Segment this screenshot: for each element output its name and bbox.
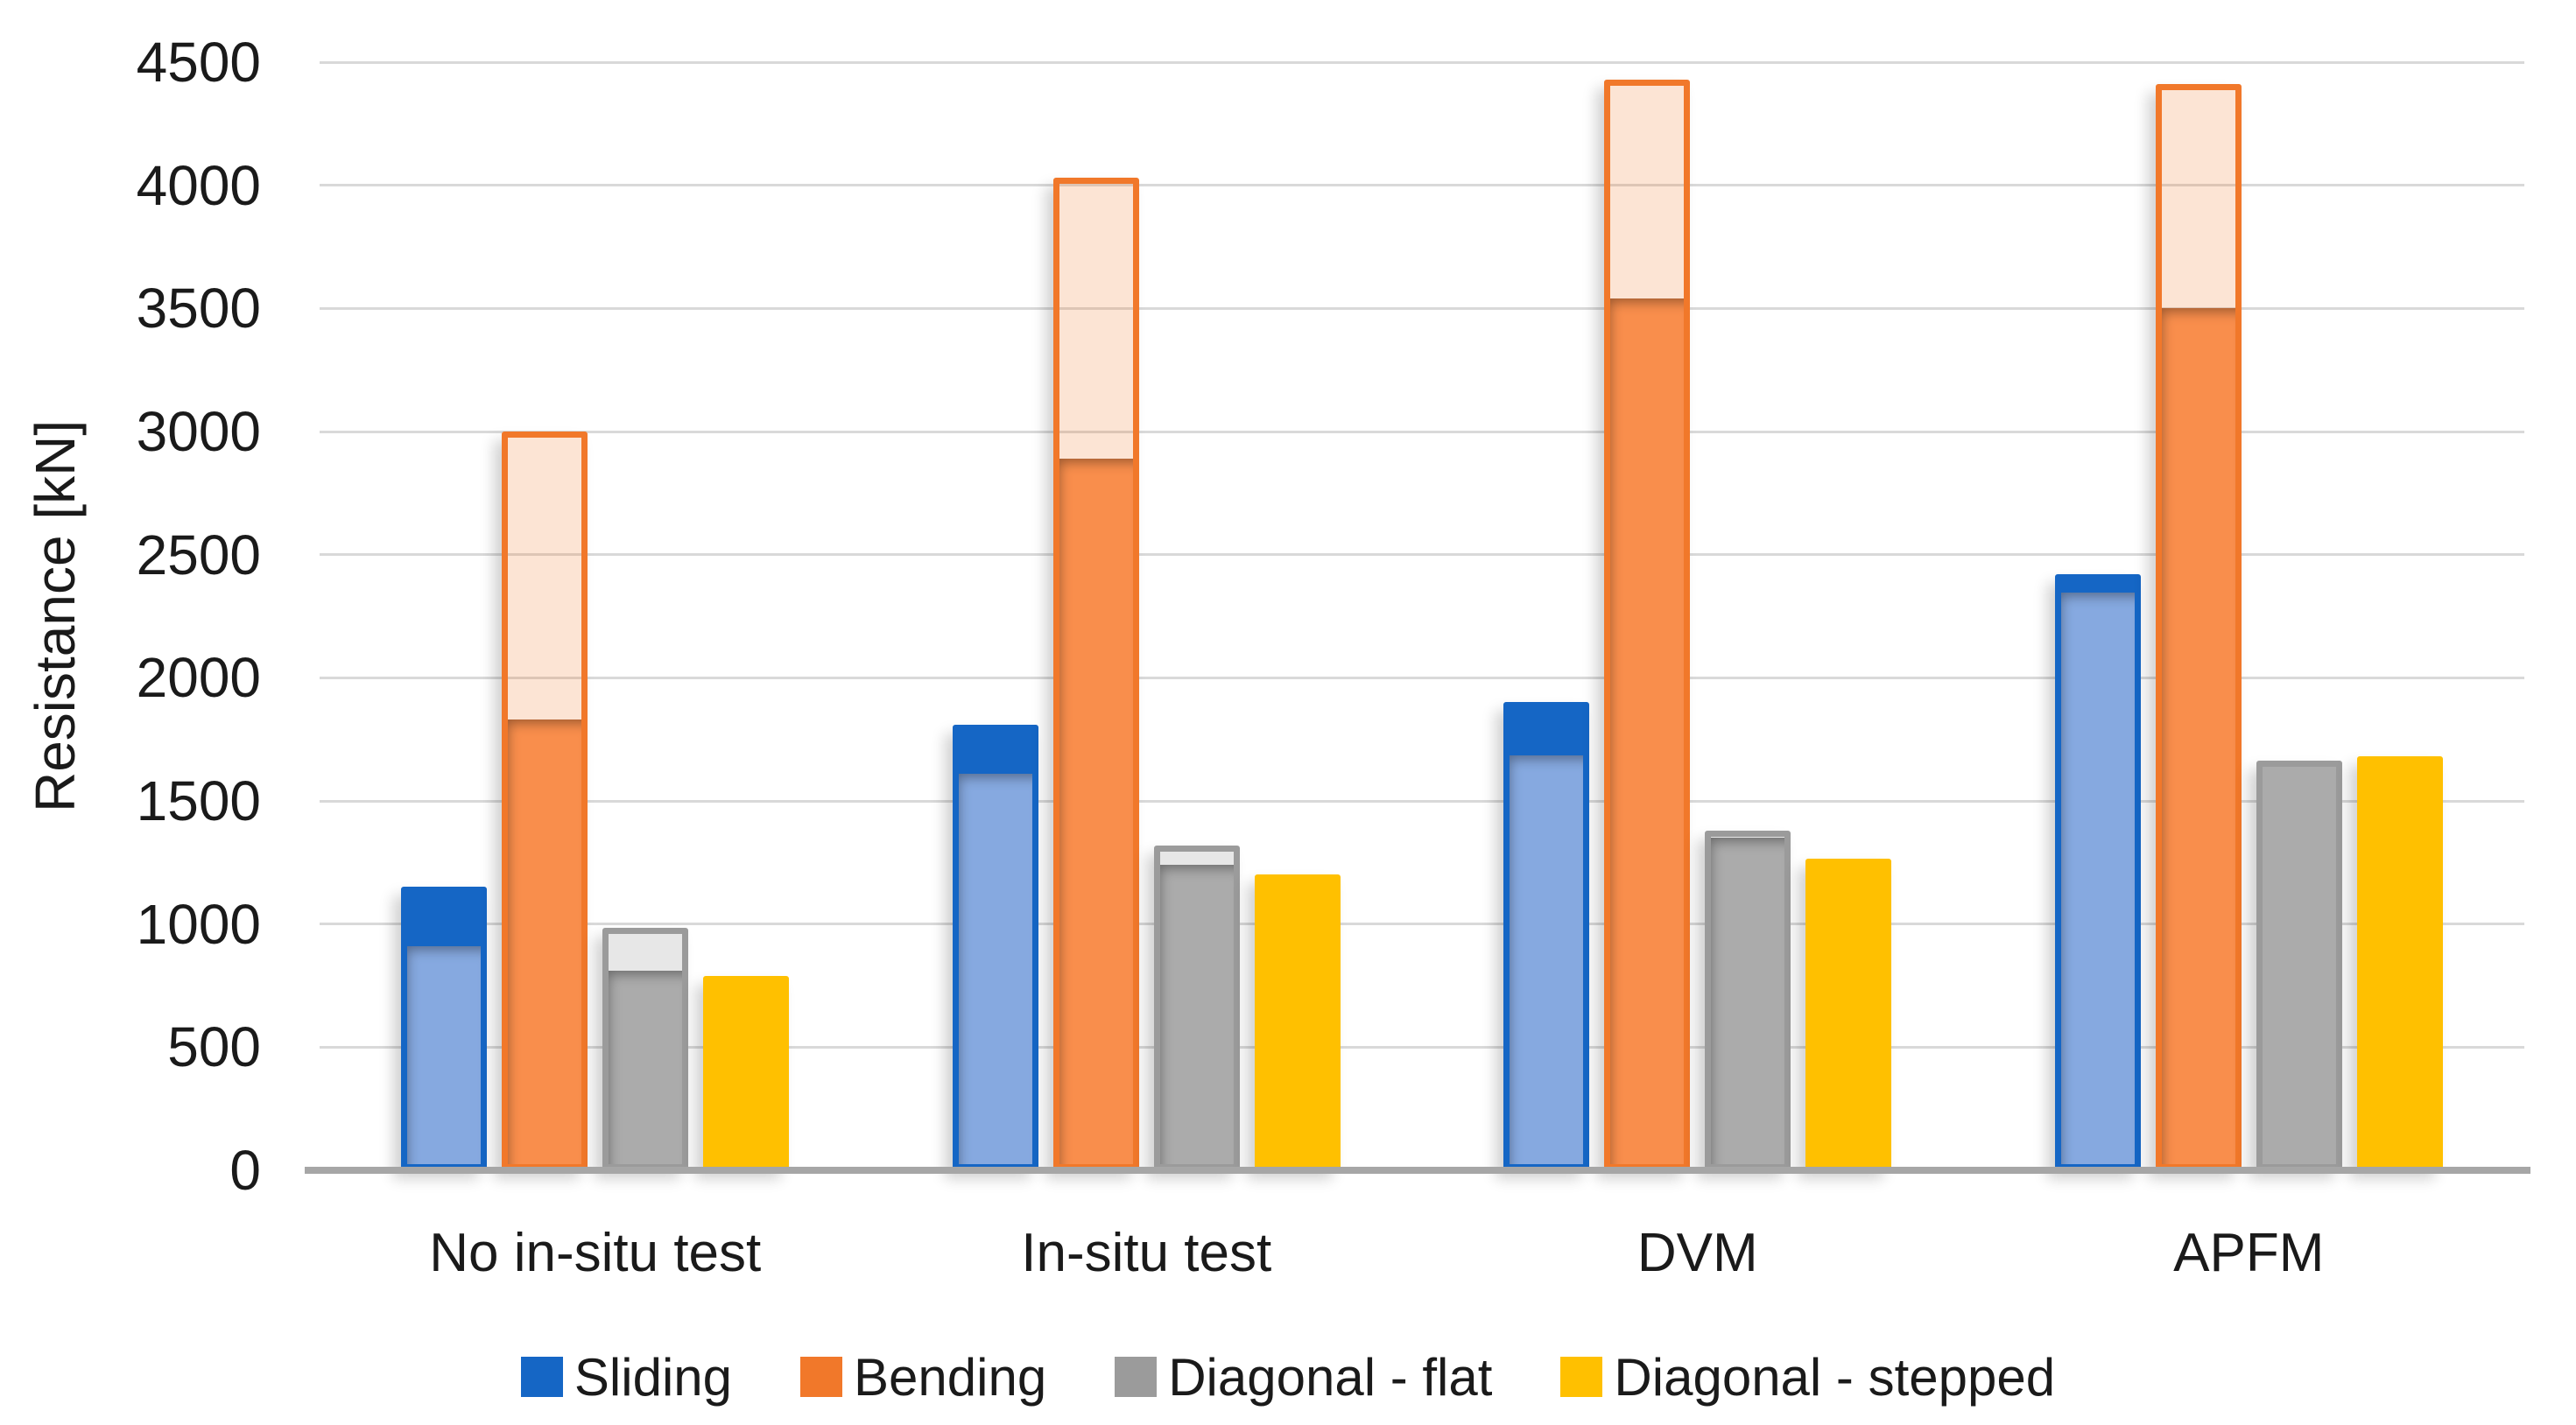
bar-fill <box>1711 838 1785 1164</box>
gridline-4000 <box>320 184 2524 187</box>
legend-label: Diagonal - stepped <box>1614 1347 2056 1407</box>
bar-fill <box>1610 298 1685 1164</box>
bar-fill <box>2262 766 2336 1164</box>
category-label-2: In-situ test <box>1021 1223 1272 1283</box>
y-tick-label-0: 0 <box>229 1139 261 1202</box>
bar-fill <box>2060 593 2135 1164</box>
legend-swatch <box>1115 1357 1158 1397</box>
bar-diagonal-flat-3 <box>1705 830 1791 1170</box>
gridline-3500 <box>320 306 2524 310</box>
bar-diagonal-stepped-2 <box>1254 874 1341 1170</box>
bar-bending-1 <box>502 432 588 1170</box>
gridline-2500 <box>320 553 2524 557</box>
legend-item-diagonal-stepped: Diagonal - stepped <box>1560 1347 2055 1407</box>
bar-sliding-2 <box>952 724 1038 1170</box>
y-tick-label-3500: 3500 <box>136 277 261 340</box>
bar-fill <box>508 720 582 1164</box>
bar-diagonal-flat-2 <box>1153 845 1240 1170</box>
gridline-500 <box>320 1045 2524 1049</box>
gridline-1000 <box>320 923 2524 926</box>
bar-fill <box>1812 865 1886 1164</box>
legend-swatch <box>800 1357 843 1397</box>
legend-item-sliding: Sliding <box>520 1347 733 1407</box>
bar-diagonal-stepped-1 <box>703 975 790 1170</box>
bar-bending-2 <box>1052 178 1139 1170</box>
bar-fill <box>1510 755 1584 1164</box>
bar-bending-4 <box>2155 84 2242 1170</box>
legend-label: Sliding <box>574 1347 733 1407</box>
gridline-4500 <box>320 60 2524 64</box>
gridline-3000 <box>320 430 2524 433</box>
bar-fill <box>407 945 482 1164</box>
category-label-3: DVM <box>1636 1223 1758 1283</box>
legend-label: Diagonal - flat <box>1168 1347 1493 1407</box>
bar-diagonal-flat-4 <box>2256 760 2342 1170</box>
y-tick-label-1500: 1500 <box>136 769 261 832</box>
y-tick-label-3000: 3000 <box>136 400 261 463</box>
gridline-1500 <box>320 799 2524 803</box>
bar-fill <box>958 774 1032 1164</box>
bar-fill <box>609 971 683 1164</box>
legend: Sliding Bending Diagonal - flat Diagonal - … <box>0 1337 2576 1416</box>
bar-fill <box>1260 881 1334 1164</box>
y-tick-label-4500: 4500 <box>136 31 261 94</box>
gridline-2000 <box>320 676 2524 679</box>
legend-swatch <box>520 1357 563 1397</box>
y-tick-label-500: 500 <box>167 1015 261 1079</box>
legend-label: Bending <box>854 1347 1047 1407</box>
legend-swatch <box>1560 1357 1603 1397</box>
y-tick-label-2500: 2500 <box>136 523 261 586</box>
bar-fill <box>709 981 784 1164</box>
bar-sliding-3 <box>1503 702 1590 1170</box>
bar-diagonal-stepped-4 <box>2356 756 2443 1170</box>
y-tick-label-4000: 4000 <box>136 153 261 217</box>
bar-fill <box>2161 308 2235 1164</box>
category-label-1: No in-situ test <box>429 1223 762 1283</box>
legend-item-bending: Bending <box>800 1347 1046 1407</box>
bar-fill <box>1059 458 1133 1164</box>
category-label-4: APFM <box>2173 1223 2325 1283</box>
bar-sliding-4 <box>2054 574 2141 1170</box>
y-tick-label-1000: 1000 <box>136 892 261 956</box>
legend-item-diagonal-flat: Diagonal - flat <box>1115 1347 1492 1407</box>
bar-fill <box>1159 865 1234 1164</box>
y-axis-title: Resistance [kN] <box>24 419 87 813</box>
bar-bending-3 <box>1604 79 1691 1170</box>
bar-fill <box>2362 762 2437 1164</box>
bar-sliding-1 <box>401 887 488 1170</box>
y-tick-label-2000: 2000 <box>136 646 261 710</box>
bar-diagonal-flat-1 <box>602 927 689 1170</box>
x-axis-line <box>305 1167 2530 1174</box>
bar-diagonal-stepped-3 <box>1805 859 1892 1170</box>
